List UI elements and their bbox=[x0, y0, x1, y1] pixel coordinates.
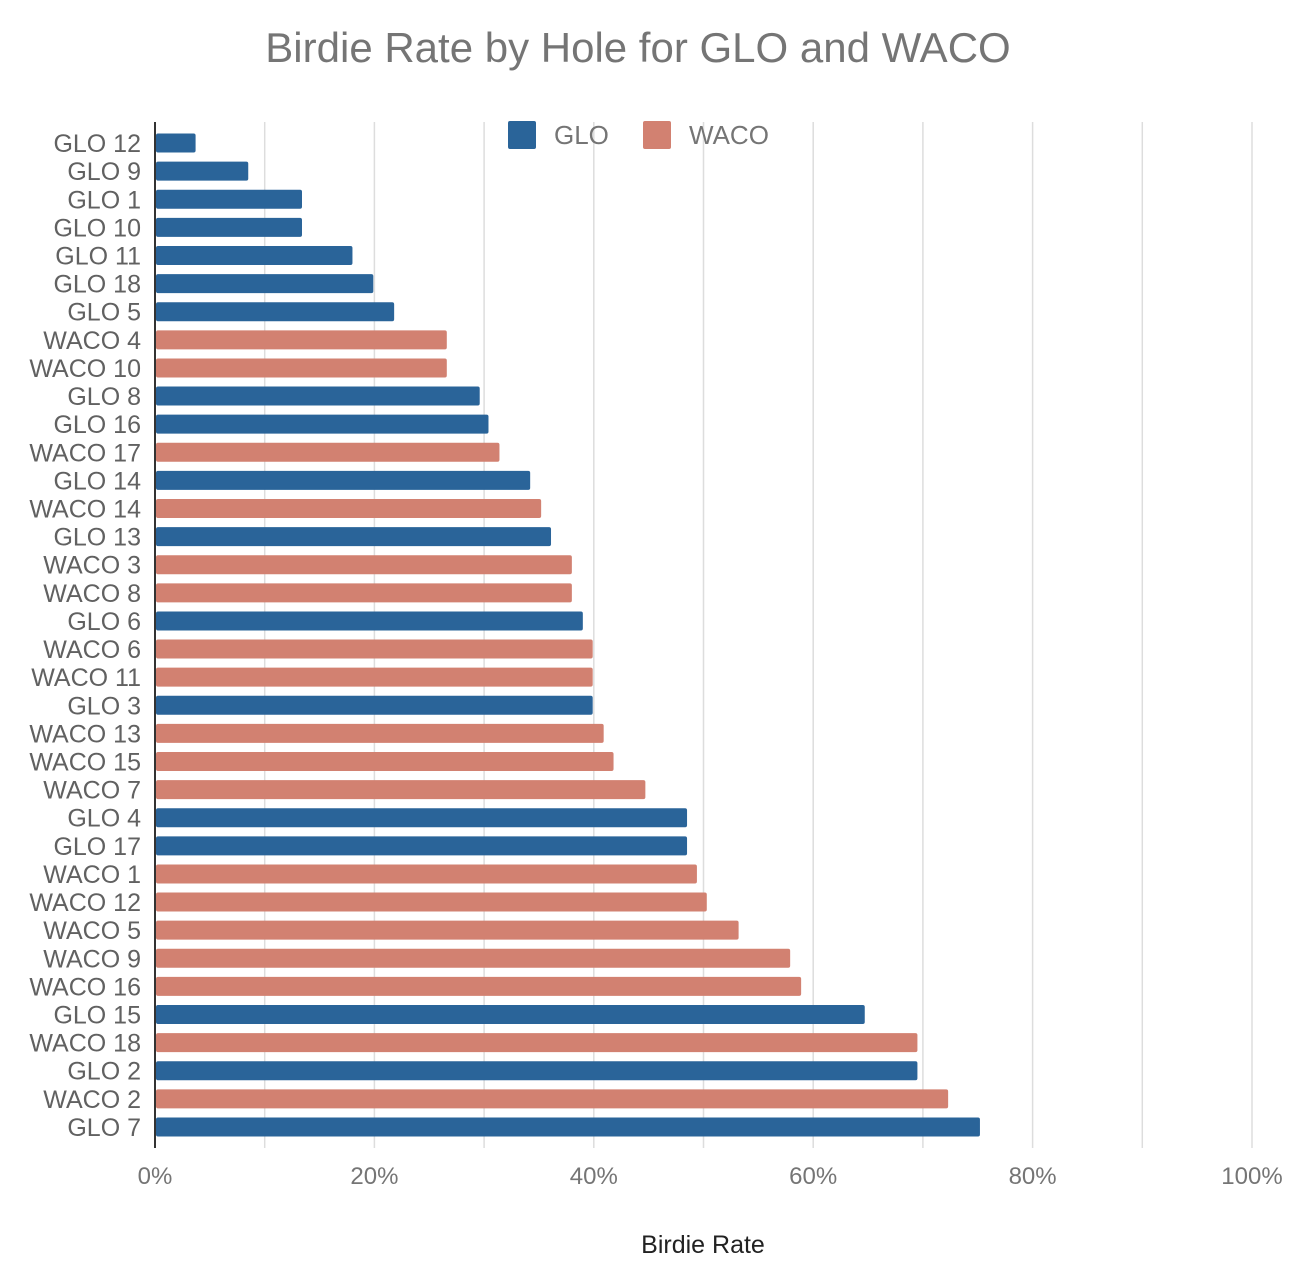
bar-waco-3 bbox=[156, 555, 572, 575]
bar-glo-12 bbox=[156, 133, 196, 153]
bar-waco-16 bbox=[156, 976, 802, 996]
chart-title: Birdie Rate by Hole for GLO and WACO bbox=[265, 24, 1011, 71]
legend-swatch-glo bbox=[508, 121, 536, 149]
bar-waco-10 bbox=[156, 358, 447, 378]
bar-glo-5 bbox=[156, 302, 395, 322]
category-label: GLO 6 bbox=[67, 608, 141, 636]
bar-glo-16 bbox=[156, 414, 489, 434]
bar-waco-7 bbox=[156, 780, 646, 800]
bar-glo-7 bbox=[156, 1117, 980, 1137]
bar-glo-3 bbox=[156, 695, 593, 715]
category-label: WACO 18 bbox=[29, 1030, 141, 1058]
bar-glo-1 bbox=[156, 189, 302, 209]
category-label: WACO 13 bbox=[29, 720, 141, 748]
category-label: GLO 7 bbox=[67, 1114, 141, 1142]
category-label: GLO 2 bbox=[67, 1058, 141, 1086]
bar-glo-10 bbox=[156, 217, 302, 237]
bar-glo-15 bbox=[156, 1005, 865, 1024]
bar-waco-15 bbox=[156, 752, 614, 771]
bar-waco-4 bbox=[156, 330, 447, 350]
category-label: WACO 9 bbox=[43, 945, 141, 973]
category-label: WACO 4 bbox=[43, 327, 141, 355]
legend: GLO WACO bbox=[508, 120, 769, 150]
x-tick-label: 40% bbox=[570, 1163, 618, 1190]
bar-glo-6 bbox=[156, 611, 583, 631]
category-label: GLO 14 bbox=[53, 467, 141, 495]
category-label: GLO 9 bbox=[67, 158, 141, 186]
bar-waco-14 bbox=[156, 499, 542, 518]
category-label: GLO 1 bbox=[67, 186, 141, 214]
bar-glo-17 bbox=[156, 836, 688, 856]
category-label: GLO 10 bbox=[53, 214, 141, 242]
bar-glo-14 bbox=[156, 470, 531, 490]
bar-glo-9 bbox=[156, 161, 249, 181]
bar-waco-8 bbox=[156, 583, 572, 603]
category-label: WACO 2 bbox=[43, 1086, 141, 1114]
bar-waco-17 bbox=[156, 442, 500, 462]
bar-glo-11 bbox=[156, 246, 353, 265]
x-tick-labels: 0% 20% 40% 60% 80% 100% bbox=[138, 1163, 1283, 1190]
x-axis-title: Birdie Rate bbox=[641, 1231, 765, 1259]
category-label: WACO 3 bbox=[43, 552, 141, 580]
category-label: WACO 6 bbox=[43, 636, 141, 664]
category-label: WACO 14 bbox=[29, 496, 141, 524]
bar-waco-11 bbox=[156, 667, 593, 687]
category-label: GLO 12 bbox=[53, 130, 141, 158]
legend-label-waco: WACO bbox=[689, 120, 769, 150]
category-label: GLO 18 bbox=[53, 271, 141, 299]
x-tick-label: 60% bbox=[789, 1163, 837, 1190]
x-tick-label: 0% bbox=[138, 1163, 173, 1190]
bar-glo-2 bbox=[156, 1061, 918, 1081]
grid-lines bbox=[263, 122, 1253, 1148]
bar-waco-9 bbox=[156, 948, 791, 968]
category-label: WACO 8 bbox=[43, 580, 141, 608]
category-label: WACO 17 bbox=[29, 439, 141, 467]
category-label: GLO 8 bbox=[67, 383, 141, 411]
category-label: GLO 5 bbox=[67, 299, 141, 327]
category-label: GLO 13 bbox=[53, 524, 141, 552]
category-label: WACO 5 bbox=[43, 917, 141, 945]
bar-waco-2 bbox=[156, 1089, 949, 1109]
category-label: GLO 15 bbox=[53, 1002, 141, 1030]
x-tick-label: 100% bbox=[1221, 1163, 1282, 1190]
category-label: GLO 16 bbox=[53, 411, 141, 439]
x-tick-label: 80% bbox=[1009, 1163, 1057, 1190]
bar-waco-1 bbox=[156, 864, 697, 884]
category-label: WACO 11 bbox=[31, 664, 141, 692]
legend-swatch-waco bbox=[643, 121, 671, 149]
category-label: WACO 15 bbox=[29, 749, 141, 777]
category-label: WACO 7 bbox=[43, 777, 141, 805]
category-label: WACO 16 bbox=[29, 973, 141, 1001]
category-label: WACO 1 bbox=[43, 861, 141, 889]
category-label: GLO 11 bbox=[55, 243, 141, 271]
x-tick-label: 20% bbox=[350, 1163, 398, 1190]
bar-glo-18 bbox=[156, 274, 374, 294]
bar-waco-12 bbox=[156, 892, 707, 912]
bar-waco-18 bbox=[156, 1033, 918, 1053]
bar-glo-4 bbox=[156, 808, 688, 828]
bars bbox=[156, 133, 980, 1137]
bar-glo-13 bbox=[156, 527, 552, 547]
bar-waco-5 bbox=[156, 920, 739, 940]
category-label: GLO 4 bbox=[67, 805, 141, 833]
category-label: WACO 10 bbox=[29, 355, 141, 383]
bar-waco-6 bbox=[156, 639, 593, 659]
bar-glo-8 bbox=[156, 386, 480, 406]
category-label: WACO 12 bbox=[29, 889, 141, 917]
category-label: GLO 3 bbox=[67, 692, 141, 720]
legend-label-glo: GLO bbox=[554, 120, 609, 150]
bar-waco-13 bbox=[156, 723, 604, 743]
category-label: GLO 17 bbox=[53, 833, 141, 861]
